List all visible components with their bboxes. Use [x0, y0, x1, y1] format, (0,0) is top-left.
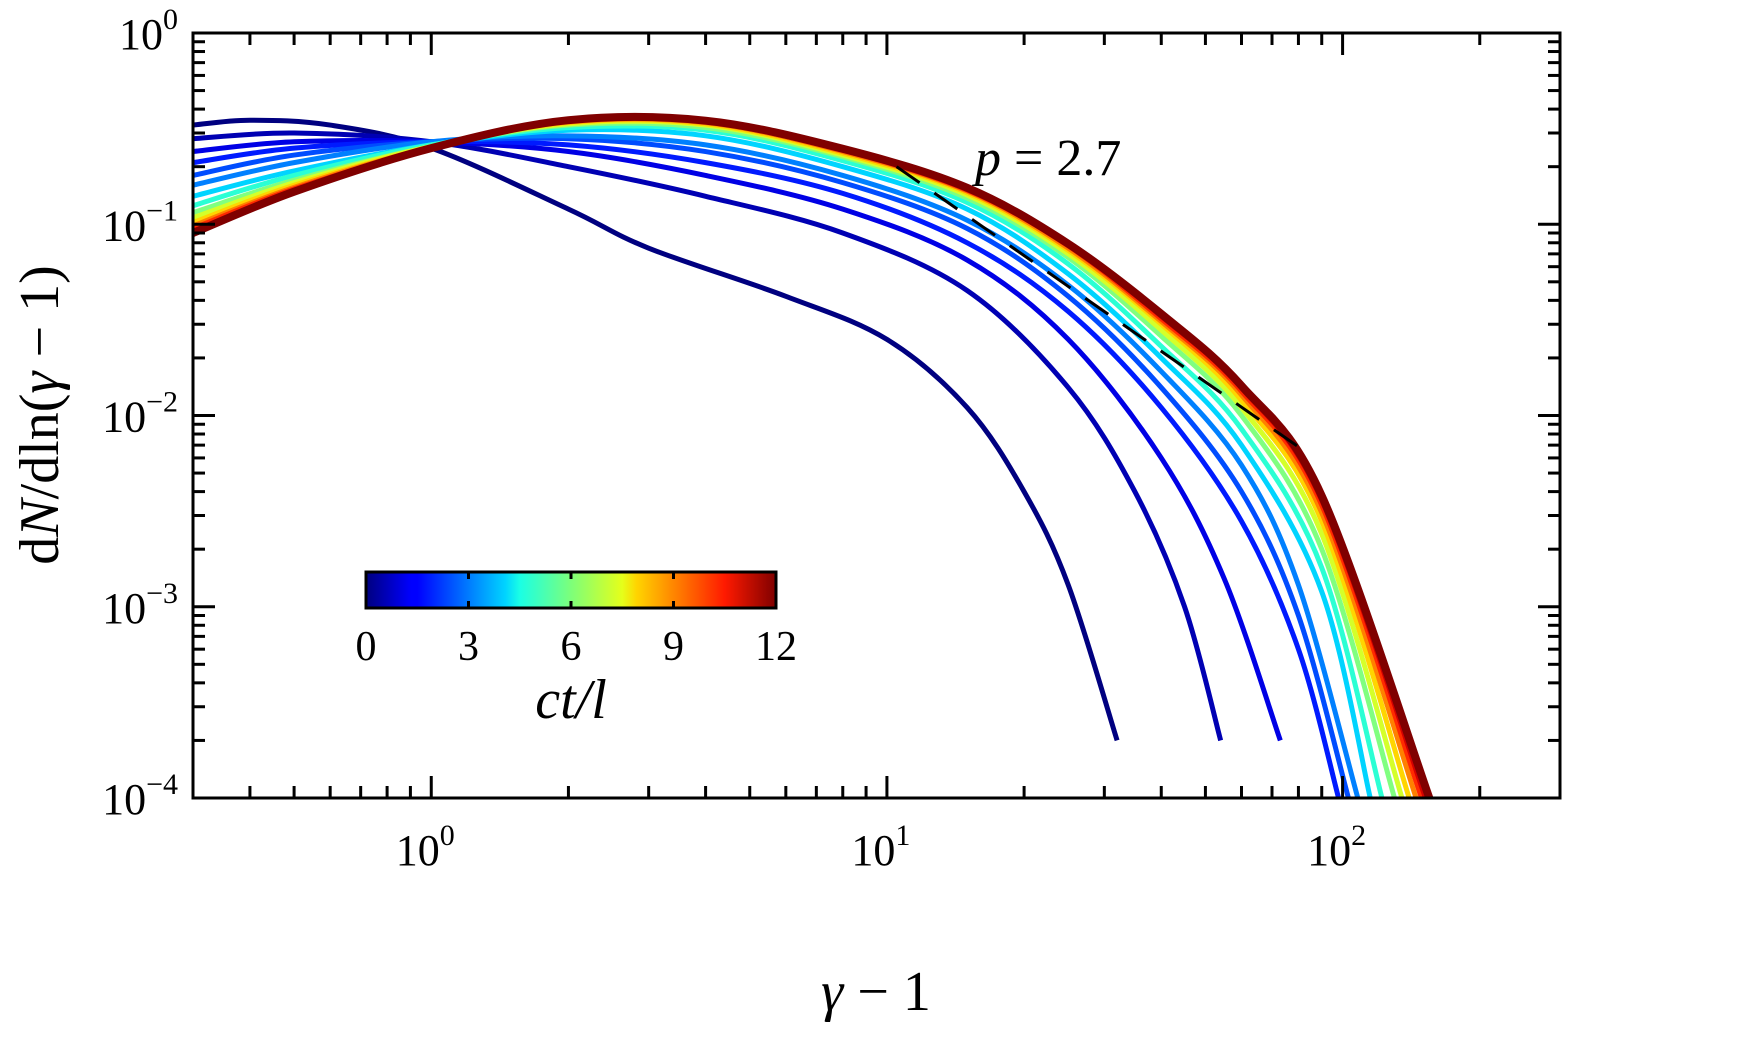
spectrum-curve — [193, 117, 1120, 742]
spectrum-curve — [193, 120, 1397, 798]
colorbar-tick-label: 9 — [663, 624, 684, 670]
spectrum-curve — [193, 135, 1351, 798]
y-tick-label: 10−2 — [102, 386, 178, 442]
x-axis-title: γ − 1 — [821, 961, 931, 1023]
axis-ticks — [191, 31, 1562, 800]
colorbar-tick-label: 12 — [755, 624, 797, 670]
y-tick-label: 10−1 — [102, 194, 178, 250]
power-law-reference-line — [895, 165, 1312, 457]
colorbar-tick-label: 3 — [458, 624, 479, 670]
x-tick-label: 100 — [396, 819, 455, 875]
y-tick-label: 10−3 — [102, 577, 178, 633]
colorbar: 0 3 6 9 12 ct/l — [356, 570, 797, 731]
colorbar-tick-label: 0 — [356, 624, 377, 670]
spectrum-curve — [193, 112, 1434, 798]
y-tick-labels: 100 10−1 10−2 10−3 10−4 — [102, 3, 178, 824]
spectrum-curves — [193, 112, 1434, 798]
spectrum-curve — [193, 133, 1361, 798]
colorbar-ticks: 0 3 6 9 12 — [356, 572, 797, 670]
x-tick-label: 101 — [851, 819, 910, 875]
spectrum-curve — [193, 127, 1373, 798]
x-tick-labels: 100 101 102 — [396, 819, 1366, 875]
colorbar-title: ct/l — [535, 669, 607, 731]
y-tick-label: 100 — [119, 3, 178, 59]
y-axis-title: dN/dln(γ − 1) — [9, 265, 71, 564]
x-tick-label: 102 — [1307, 819, 1366, 875]
colorbar-tick-label: 6 — [561, 624, 582, 670]
y-tick-label: 10−4 — [102, 768, 178, 824]
power-law-annotation: p = 2.7 — [971, 130, 1121, 187]
spectrum-curve — [193, 130, 1224, 742]
